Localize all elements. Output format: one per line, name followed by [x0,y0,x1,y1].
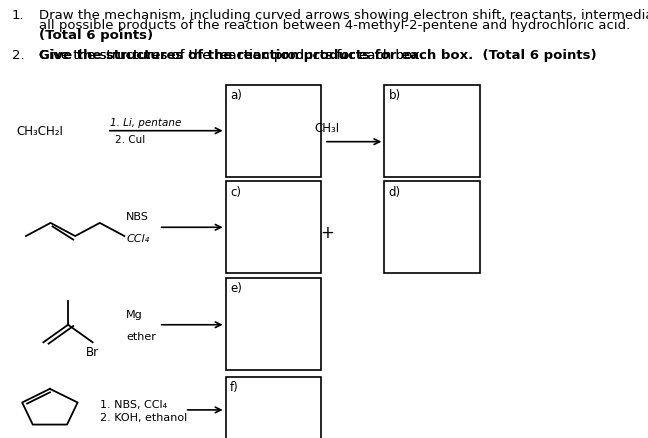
Bar [226,377,321,438]
Text: Draw the mechanism, including curved arrows showing electron shift, reactants, i: Draw the mechanism, including curved arr… [39,9,648,22]
Text: Give the structures of the reaction products for each box.: Give the structures of the reaction prod… [39,49,432,62]
Bar [226,182,321,274]
Text: CH₃I: CH₃I [315,121,340,134]
Text: ether: ether [126,331,156,341]
Bar [384,85,480,177]
Text: Give the structures of the reaction products for each box.: Give the structures of the reaction prod… [39,49,432,62]
Text: Mg: Mg [126,309,143,319]
Bar [384,182,480,274]
Text: CCl₄: CCl₄ [126,234,150,244]
Bar [226,85,321,177]
Text: 2. KOH, ethanol: 2. KOH, ethanol [100,412,188,422]
Text: Br: Br [86,346,99,359]
Text: (Total 6 points): (Total 6 points) [39,29,153,42]
Text: b): b) [389,89,401,102]
Text: Give the structures of the reaction products for each box.  (Total 6 points): Give the structures of the reaction prod… [39,49,597,62]
Text: CH₃CH₂I: CH₃CH₂I [16,125,63,138]
Text: d): d) [389,185,401,198]
Text: 1. NBS, CCl₄: 1. NBS, CCl₄ [100,399,168,409]
Text: e): e) [230,282,242,295]
Text: +: + [320,223,334,241]
Text: NBS: NBS [126,212,149,222]
Bar [226,278,321,370]
Text: 2. CuI: 2. CuI [115,135,146,145]
Text: 2.: 2. [12,49,24,62]
Text: f): f) [230,380,239,393]
Text: a): a) [230,89,242,102]
Text: 1. Li, pentane: 1. Li, pentane [110,118,181,128]
Text: all possible products of the reaction between 4-methyl-2-pentene and hydrochlori: all possible products of the reaction be… [39,19,630,32]
Text: c): c) [230,185,241,198]
Text: 1.: 1. [12,9,24,22]
